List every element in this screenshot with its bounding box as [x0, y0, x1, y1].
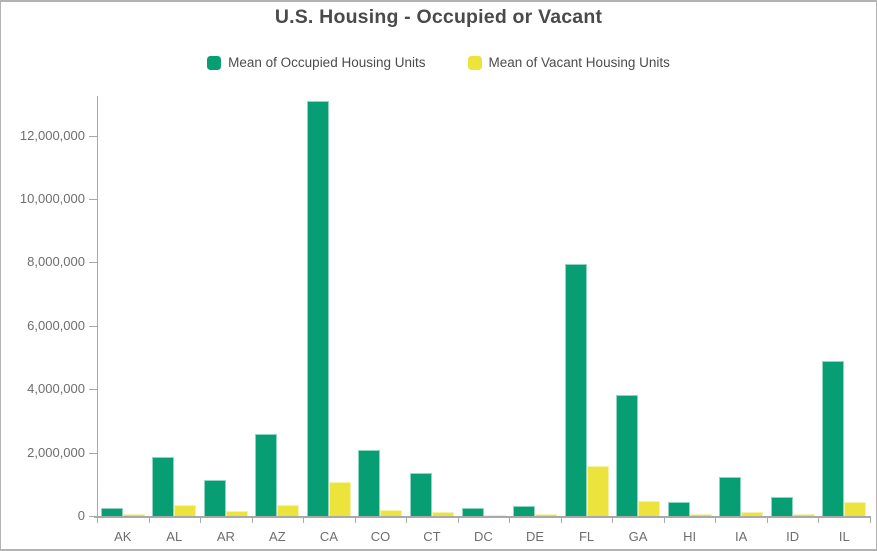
chart-title: U.S. Housing - Occupied or Vacant [274, 6, 603, 28]
x-axis-tick [664, 518, 665, 523]
bar-occupied-AR[interactable] [203, 479, 226, 516]
x-axis-label-IA: IA [734, 529, 748, 544]
x-axis-label-DC: DC [474, 529, 493, 544]
x-axis-tick [612, 518, 613, 523]
bar-occupied-GA[interactable] [616, 394, 639, 516]
y-axis-tick [89, 326, 97, 327]
bar-occupied-CA[interactable] [306, 100, 329, 516]
bar-vacant-DE[interactable] [535, 514, 557, 516]
legend-label-vacant: Mean of Vacant Housing Units [488, 55, 670, 70]
y-axis-tick [89, 199, 97, 200]
bar-occupied-FL[interactable] [564, 264, 587, 516]
bar-vacant-AK[interactable] [122, 514, 145, 516]
y-axis-tick [89, 453, 97, 454]
bar-occupied-DC[interactable] [461, 508, 484, 516]
bar-vacant-AZ[interactable] [277, 504, 300, 516]
bar-vacant-DC[interactable] [483, 514, 506, 516]
x-axis-tick [149, 518, 150, 523]
bar-vacant-HI[interactable] [689, 513, 712, 516]
x-axis-tick [355, 518, 356, 523]
y-axis-tick-label: 10,000,000 [19, 191, 85, 206]
x-axis-label-CA: CA [319, 529, 338, 544]
x-axis-label-AL: AL [166, 529, 183, 544]
y-axis-tick-label: 6,000,000 [27, 318, 85, 333]
y-axis-tick [89, 389, 97, 390]
x-axis-label-FL: FL [578, 529, 595, 544]
occupied-series-swatch [207, 55, 222, 70]
x-axis-tick [767, 518, 768, 523]
bar-vacant-CA[interactable] [328, 482, 351, 516]
bar-vacant-FL[interactable] [586, 465, 609, 516]
x-axis-tick [818, 518, 819, 523]
vacant-series-swatch [467, 55, 482, 70]
y-axis-tick [89, 262, 97, 263]
bar-occupied-ID[interactable] [770, 496, 793, 516]
x-axis-label-AZ: AZ [269, 529, 286, 544]
legend-item-vacant[interactable]: Mean of Vacant Housing Units [467, 55, 670, 70]
bar-occupied-AL[interactable] [152, 457, 175, 516]
x-axis-label-GA: GA [628, 529, 648, 544]
bar-occupied-AZ[interactable] [255, 433, 278, 516]
bar-occupied-CO[interactable] [358, 450, 381, 516]
x-axis-tick [870, 518, 871, 523]
y-axis-tick-label: 0 [77, 508, 85, 523]
y-axis-tick-label: 12,000,000 [19, 128, 85, 143]
y-axis-line [97, 96, 98, 517]
bar-vacant-CT[interactable] [432, 512, 454, 516]
bar-occupied-AK[interactable] [100, 508, 123, 516]
bar-occupied-HI[interactable] [667, 502, 690, 516]
x-axis-label-IL: IL [838, 529, 850, 544]
bar-vacant-IA[interactable] [741, 512, 764, 516]
x-axis-tick [509, 518, 510, 523]
bar-vacant-AL[interactable] [174, 505, 197, 516]
y-axis-tick-label: 2,000,000 [27, 445, 85, 460]
legend-item-occupied[interactable]: Mean of Occupied Housing Units [207, 55, 426, 70]
x-axis-tick [715, 518, 716, 523]
x-axis-line [94, 516, 871, 518]
bar-vacant-AR[interactable] [225, 510, 248, 516]
x-axis-label-ID: ID [786, 529, 800, 544]
bar-vacant-ID[interactable] [792, 514, 815, 516]
bar-occupied-IA[interactable] [719, 477, 742, 516]
bar-occupied-CT[interactable] [410, 472, 432, 516]
x-axis-label-CT: CT [423, 529, 441, 544]
x-axis-label-AK: AK [114, 529, 132, 544]
x-axis-tick [561, 518, 562, 523]
x-axis-tick [303, 518, 304, 523]
x-axis-tick [252, 518, 253, 523]
bar-occupied-IL[interactable] [822, 361, 845, 516]
y-axis-tick [89, 136, 97, 137]
y-axis-tick-label: 8,000,000 [27, 254, 85, 269]
x-axis-tick [458, 518, 459, 523]
x-axis-label-AR: AR [216, 529, 235, 544]
x-axis-tick [97, 518, 98, 523]
bar-occupied-DE[interactable] [513, 505, 535, 516]
x-axis-tick [200, 518, 201, 523]
legend-label-occupied: Mean of Occupied Housing Units [228, 55, 426, 70]
bar-vacant-IL[interactable] [844, 501, 867, 516]
x-axis-tick [406, 518, 407, 523]
y-axis-tick-label: 4,000,000 [27, 381, 85, 396]
y-axis-tick [89, 516, 97, 517]
bar-vacant-CO[interactable] [380, 509, 403, 516]
legend: Mean of Occupied Housing Units Mean of V… [1, 55, 876, 70]
bar-vacant-GA[interactable] [638, 501, 661, 516]
x-axis-label-CO: CO [370, 529, 391, 544]
x-axis-label-HI: HI [683, 529, 697, 544]
x-axis-label-DE: DE [526, 529, 545, 544]
